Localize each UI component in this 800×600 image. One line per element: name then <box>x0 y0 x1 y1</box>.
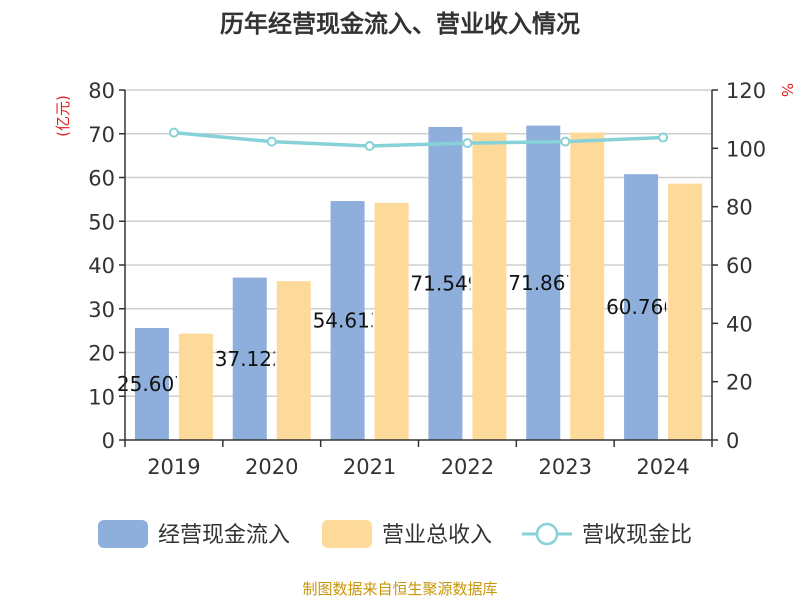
bar-经营现金流入-2021 <box>330 201 365 440</box>
data-label: 71.867 <box>508 271 578 295</box>
y-axis-left-label: (亿元) <box>54 95 72 137</box>
y-left-tick-label: 80 <box>88 79 115 103</box>
bar-经营现金流入-2020 <box>232 277 267 440</box>
legend-label: 营收现金比 <box>582 523 692 548</box>
legend: 经营现金流入 营业总收入 营收现金比 <box>98 520 692 548</box>
line-营收现金比 <box>173 130 664 148</box>
grid-lines <box>125 89 712 397</box>
y-right-tick-label: 20 <box>726 371 753 395</box>
data-label: 25.607 <box>117 372 187 396</box>
data-labels: 25.607 37.122 54.613 71.549 71.867 60.766 <box>117 271 676 396</box>
y-left-tick-label: 10 <box>88 385 115 409</box>
x-tick-label: 2022 <box>441 455 494 479</box>
data-label: 54.613 <box>313 309 383 333</box>
line-point-2023 <box>560 136 571 147</box>
x-tick-label: 2019 <box>147 455 200 479</box>
y-right-tick-label: 80 <box>726 196 753 220</box>
bar-营业总收入-2019 <box>178 333 213 440</box>
bar-经营现金流入-2024 <box>624 174 659 441</box>
y-left-tick-label: 60 <box>88 167 115 191</box>
bar-营业总收入-2022 <box>472 132 507 440</box>
line-point-2024 <box>658 132 669 143</box>
chart-title: 历年经营现金流入、营业收入情况 <box>220 10 580 38</box>
y-left-tick-label: 70 <box>88 123 115 147</box>
x-tick-label: 2020 <box>245 455 298 479</box>
legend-label: 经营现金流入 <box>158 523 290 548</box>
y-right-tick-label: 0 <box>726 429 739 453</box>
bar-经营现金流入-2022 <box>428 127 463 440</box>
bar-经营现金流入-2023 <box>526 125 561 441</box>
line-point-2020 <box>266 136 277 147</box>
line-point-2021 <box>364 141 375 151</box>
y-axis-right-label: % <box>778 83 796 97</box>
bar-营业总收入-2020 <box>276 281 311 440</box>
x-tick-label: 2024 <box>636 455 689 479</box>
y-left-tick-label: 0 <box>102 429 115 453</box>
bar-营业总收入-2023 <box>570 132 605 440</box>
bar-营业总收入-2024 <box>668 183 703 440</box>
legend-swatch-营业总收入 <box>322 520 372 548</box>
y-right-tick-label: 60 <box>726 254 753 278</box>
legend-marker-营收现金比 <box>535 522 559 546</box>
line-point-2022 <box>462 138 473 149</box>
source-note: 制图数据来自恒生聚源数据库 <box>302 580 497 598</box>
data-label: 60.766 <box>606 295 676 319</box>
y-left-tick-label: 30 <box>88 298 115 322</box>
legend-label: 营业总收入 <box>382 523 492 548</box>
axes: 0 10 20 30 40 50 60 70 80 0 20 40 60 80 100 120 2019 2020… <box>88 79 766 479</box>
y-right-tick-label: 120 <box>726 79 766 103</box>
x-tick-label: 2023 <box>539 455 592 479</box>
bar-经营现金流入-2019 <box>134 328 169 440</box>
x-tick-label: 2021 <box>343 455 396 479</box>
data-label: 37.122 <box>215 347 285 371</box>
y-left-tick-label: 20 <box>88 342 115 366</box>
bars <box>134 125 703 441</box>
y-left-tick-label: 50 <box>88 210 115 234</box>
ratio-line <box>168 127 669 151</box>
y-left-tick-label: 40 <box>88 254 115 278</box>
legend-swatch-经营现金流入 <box>98 520 148 548</box>
y-right-tick-label: 100 <box>726 137 766 161</box>
bar-营业总收入-2021 <box>374 202 409 440</box>
line-point-2019 <box>168 127 179 138</box>
y-right-tick-label: 40 <box>726 312 753 336</box>
data-label: 71.549 <box>410 272 480 296</box>
